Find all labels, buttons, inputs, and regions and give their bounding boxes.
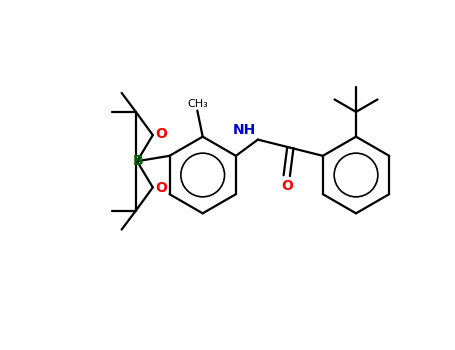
Text: O: O [155, 181, 167, 195]
Text: B: B [132, 154, 143, 168]
Text: O: O [155, 127, 167, 141]
Text: NH: NH [233, 123, 256, 137]
Text: O: O [281, 179, 293, 193]
Text: CH₃: CH₃ [187, 99, 207, 109]
